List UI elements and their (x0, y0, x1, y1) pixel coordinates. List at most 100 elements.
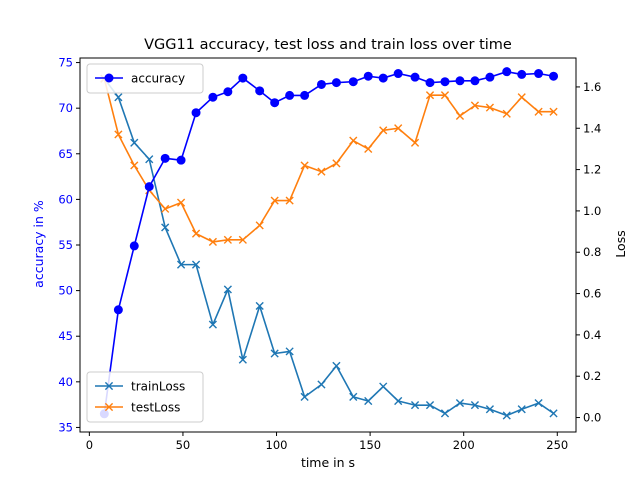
x-tick-label: 250 (546, 438, 568, 452)
point-testLoss (238, 235, 247, 244)
y-right-tick-label: 1.0 (583, 204, 601, 218)
legend-label: trainLoss (131, 380, 185, 394)
legend-label: testLoss (131, 401, 180, 415)
legend-marker-testLoss (104, 402, 114, 412)
point-testLoss (255, 221, 264, 230)
point-trainLoss (425, 401, 435, 410)
point-accuracy (255, 86, 265, 96)
point-accuracy (348, 77, 358, 87)
point-accuracy (191, 108, 201, 118)
point-accuracy (331, 78, 341, 88)
point-testLoss (130, 161, 139, 170)
point-accuracy (300, 90, 310, 100)
legend-entry-accuracy: accuracy (95, 72, 185, 86)
legend-upper: accuracy (86, 63, 204, 94)
point-testLoss (208, 237, 217, 246)
point-accuracy (455, 76, 465, 86)
y-right-tick-label: 1.2 (583, 163, 601, 177)
point-accuracy (549, 71, 559, 81)
y-right-tick-label: 0.8 (583, 245, 601, 259)
point-testLoss (270, 196, 279, 205)
legend-box (86, 371, 204, 423)
x-tick-label: 100 (266, 438, 288, 452)
point-testLoss (285, 196, 294, 205)
point-accuracy (144, 182, 154, 192)
point-trainLoss (255, 301, 264, 311)
point-accuracy (534, 69, 544, 79)
point-accuracy (285, 90, 295, 100)
y-left-tick-label: 70 (58, 101, 73, 115)
point-testLoss (300, 161, 309, 170)
x-tick-label: 200 (453, 438, 475, 452)
y-left-tick-label: 50 (58, 284, 73, 298)
series-testLoss (100, 74, 558, 246)
point-trainLoss (114, 93, 123, 102)
point-testLoss (176, 198, 186, 207)
point-trainLoss (485, 405, 494, 414)
x-axis-label: time in s (301, 455, 355, 470)
point-testLoss (410, 138, 420, 147)
x-tick-label: 50 (176, 438, 191, 452)
point-accuracy (176, 155, 186, 165)
point-trainLoss (300, 392, 309, 401)
legend-lower: trainLoss testLoss (86, 371, 204, 423)
point-accuracy (363, 71, 373, 81)
point-accuracy (113, 305, 123, 315)
point-trainLoss (332, 361, 341, 370)
point-accuracy (238, 73, 248, 83)
point-accuracy (502, 67, 512, 77)
point-accuracy (393, 69, 403, 79)
y-axis-right-label: Loss (613, 230, 628, 257)
y-left-tick-label: 75 (58, 56, 73, 70)
point-trainLoss (223, 285, 232, 294)
point-trainLoss (145, 155, 154, 164)
point-testLoss (394, 124, 403, 133)
point-testLoss (455, 111, 465, 120)
point-accuracy (160, 153, 170, 163)
point-trainLoss (270, 349, 279, 358)
point-testLoss (502, 109, 511, 118)
y-left-tick-label: 45 (58, 329, 73, 343)
point-testLoss (114, 130, 123, 139)
point-trainLoss (549, 409, 558, 418)
legend-marker-accuracy (104, 73, 114, 83)
point-trainLoss (317, 380, 326, 389)
y-left-tick-label: 60 (58, 192, 73, 206)
point-trainLoss (349, 392, 358, 401)
y-right-tick-label: 0.2 (583, 369, 601, 383)
point-trainLoss (394, 396, 403, 406)
point-trainLoss (191, 260, 201, 269)
chart-title: VGG11 accuracy, test loss and train loss… (144, 37, 512, 53)
point-trainLoss (517, 405, 526, 414)
point-testLoss (191, 229, 201, 238)
legend-label: accuracy (131, 72, 185, 86)
point-testLoss (470, 101, 480, 110)
point-accuracy (485, 72, 495, 82)
series-accuracy (99, 67, 559, 419)
point-trainLoss (130, 138, 139, 147)
point-testLoss (379, 126, 388, 135)
point-accuracy (270, 98, 280, 108)
point-accuracy (440, 77, 450, 87)
point-testLoss (223, 235, 232, 244)
legend-entry-testLoss: testLoss (95, 401, 180, 415)
x-tick-label: 0 (86, 438, 93, 452)
point-testLoss (332, 159, 341, 168)
point-trainLoss (238, 355, 247, 364)
point-trainLoss (440, 409, 450, 418)
y-right-tick-label: 1.4 (583, 121, 601, 135)
y-axis-left-label: accuracy in % (31, 200, 46, 288)
point-accuracy (316, 79, 326, 89)
x-tick-label: 150 (359, 438, 381, 452)
point-accuracy (517, 69, 527, 79)
point-trainLoss (410, 401, 420, 410)
point-trainLoss (534, 398, 543, 408)
y-left-tick-label: 40 (58, 375, 73, 389)
y-left-tick-label: 55 (58, 238, 73, 252)
point-testLoss (364, 144, 373, 154)
point-testLoss (317, 167, 326, 176)
point-trainLoss (502, 411, 511, 420)
series-trainLoss (100, 74, 558, 420)
